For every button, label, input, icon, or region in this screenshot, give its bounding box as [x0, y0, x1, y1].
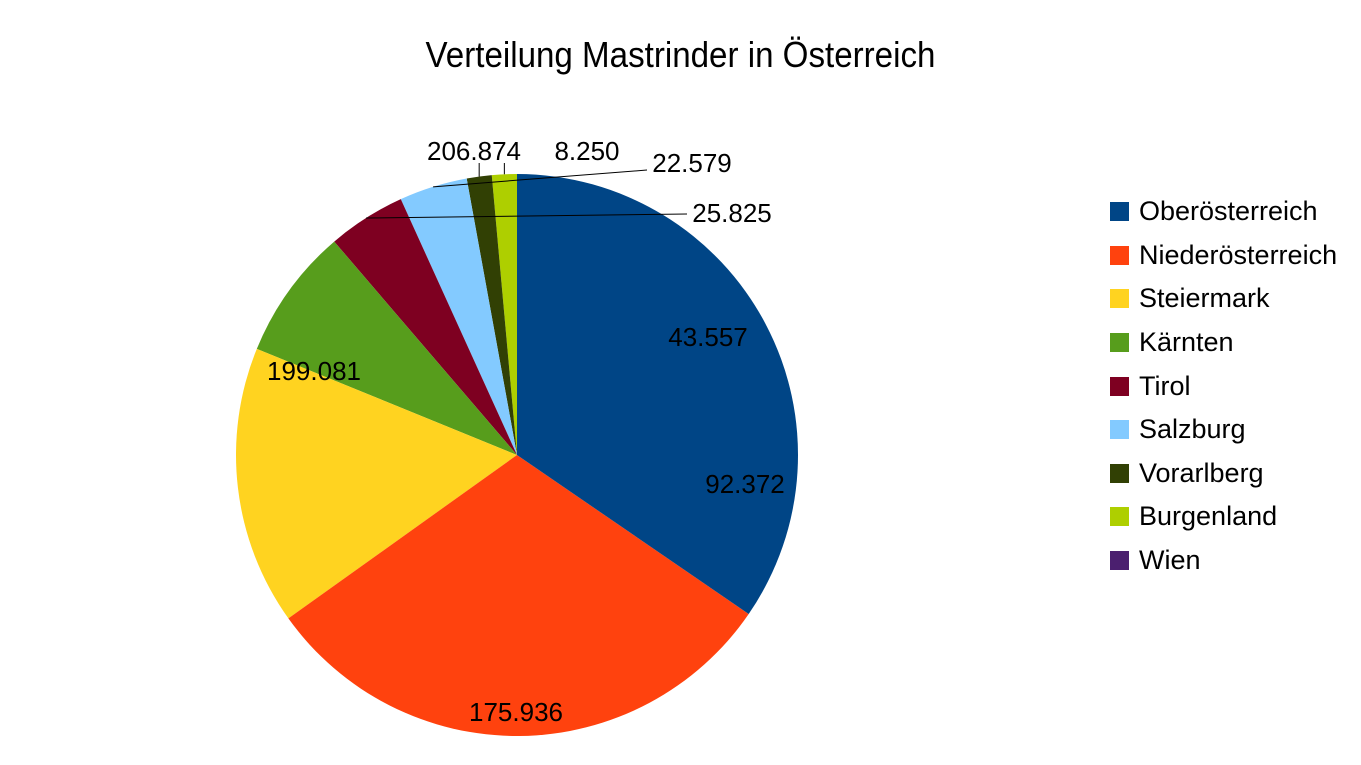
data-label-vorarlberg: 8.250 — [554, 136, 619, 166]
pie-slices — [235, 174, 798, 736]
chart-title: Verteilung Mastrinder in Österreich — [425, 34, 936, 75]
legend-swatch-niederosterreich — [1110, 245, 1129, 265]
legend-swatch-burgenland — [1110, 507, 1129, 527]
leader-lines — [365, 163, 688, 219]
legend-label-karnten: Kärnten — [1139, 327, 1234, 358]
legend-item-wien: Wien — [1110, 539, 1337, 583]
legend-item-oberosterreich: Oberösterreich — [1110, 190, 1337, 234]
legend-item-tirol: Tirol — [1110, 364, 1337, 408]
pie-slice-oberosterreich — [517, 174, 798, 614]
legend-label-salzburg: Salzburg — [1139, 414, 1246, 445]
legend-item-burgenland: Burgenland — [1110, 495, 1337, 539]
data-label-salzburg: 22.579 — [652, 148, 732, 178]
legend-swatch-tirol — [1110, 376, 1129, 396]
legend-item-niederosterreich: Niederösterreich — [1110, 234, 1337, 278]
data-label-oberosterreich: 199.081 — [267, 356, 361, 386]
legend-label-tirol: Tirol — [1139, 370, 1191, 401]
legend-label-oberosterreich: Oberösterreich — [1139, 196, 1318, 227]
legend-item-vorarlberg: Vorarlberg — [1110, 452, 1337, 496]
legend-label-wien: Wien — [1139, 545, 1201, 576]
data-labels: 206.874 8.250 22.579 25.825 43.557 92.372 175.… — [267, 136, 785, 727]
legend-label-vorarlberg: Vorarlberg — [1139, 457, 1264, 488]
legend: Oberösterreich Niederösterreich Steiermark… — [1110, 190, 1337, 582]
data-label-steiermark: 92.372 — [705, 469, 785, 499]
legend-swatch-steiermark — [1110, 289, 1129, 309]
pie-slice-vorarlberg — [466, 175, 517, 456]
pie-slice-burgenland — [491, 174, 517, 455]
pie-slice-niederosterreich — [288, 455, 749, 736]
legend-label-burgenland: Burgenland — [1139, 501, 1278, 532]
leader-line-salzburg — [433, 169, 648, 188]
data-label-tirol: 25.825 — [692, 198, 772, 228]
legend-swatch-salzburg — [1110, 420, 1129, 440]
legend-item-steiermark: Steiermark — [1110, 277, 1337, 321]
legend-label-niederosterreich: Niederösterreich — [1139, 239, 1338, 270]
leader-line-tirol — [365, 213, 688, 219]
pie-slice-karnten — [256, 241, 517, 455]
data-label-burgenland: 206.874 — [427, 136, 521, 166]
legend-swatch-oberosterreich — [1110, 202, 1129, 222]
legend-label-steiermark: Steiermark — [1139, 283, 1270, 314]
legend-swatch-vorarlberg — [1110, 463, 1129, 483]
legend-item-salzburg: Salzburg — [1110, 408, 1337, 452]
pie-slice-steiermark — [235, 348, 517, 619]
pie-slice-tirol — [334, 199, 517, 455]
pie-slice-salzburg — [400, 178, 517, 455]
data-label-karnten: 43.557 — [668, 322, 748, 352]
data-label-niederosterreich: 175.936 — [469, 697, 563, 727]
legend-swatch-karnten — [1110, 333, 1129, 353]
legend-item-karnten: Kärnten — [1110, 321, 1337, 365]
legend-swatch-wien — [1110, 551, 1129, 571]
